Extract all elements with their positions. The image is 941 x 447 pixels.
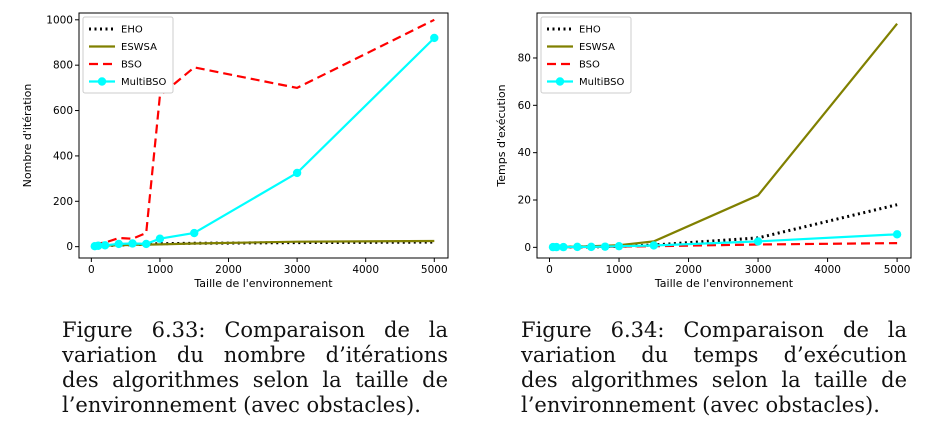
figure-6-34: 0 1000 2000 3000 4000 5000 0 20 40 60 80 Taille de …	[470, 0, 940, 447]
x-tick-label: 2000	[215, 264, 242, 276]
data-point-multibso	[142, 239, 151, 249]
y-tick-label: 20	[518, 195, 531, 207]
plot-frame	[536, 12, 912, 259]
data-point-multibso	[100, 241, 110, 250]
iterations-chart: 0 1000 2000 3000 4000 5000 0 200 400 600 800 1000 Ta…	[21, 12, 449, 290]
legend-label: EHO	[579, 25, 601, 36]
legend-label: ESWSA	[121, 42, 157, 53]
x-tick-label: 3000	[745, 264, 772, 276]
x-tick-label: 4000	[814, 264, 841, 276]
x-tick-label: 1000	[606, 264, 633, 276]
data-point-multibso	[114, 239, 123, 249]
caption-line: l’environnement (avec obstacles).	[62, 393, 421, 417]
data-point-multibso	[128, 239, 137, 248]
figure-6-33-caption: Figure 6.33: Comparaison de la variation…	[62, 318, 448, 418]
data-point-multibso	[649, 241, 658, 250]
legend-marker-multibso	[555, 77, 565, 86]
data-point-multibso	[190, 228, 199, 238]
data-point-multibso	[559, 242, 568, 252]
x-tick-label: 0	[88, 264, 95, 276]
data-point-multibso	[587, 242, 596, 252]
data-point-multibso	[292, 168, 302, 178]
data-point-multibso	[430, 33, 439, 43]
x-tick-label: 5000	[884, 264, 911, 276]
x-tick-label: 4000	[352, 264, 379, 276]
y-tick-label: 40	[518, 147, 531, 159]
y-tick-label: 800	[53, 60, 73, 72]
legend-label: MultiBSO	[579, 77, 624, 88]
caption-line: Figure 6.34: Comparaison de la	[521, 318, 907, 342]
data-point-multibso	[94, 241, 103, 250]
data-point-multibso	[552, 242, 561, 252]
execution-time-chart: 0 1000 2000 3000 4000 5000 0 20 40 60 80 Taille de …	[495, 12, 912, 290]
x-tick-label: 0	[546, 264, 553, 276]
x-tick-label: 3000	[284, 264, 311, 276]
data-point-multibso	[155, 234, 165, 243]
data-point-multibso	[600, 242, 610, 251]
legend-label: BSO	[121, 60, 142, 71]
data-point-multibso	[614, 241, 624, 251]
legend-box	[540, 16, 632, 94]
y-tick-label: 0	[524, 242, 531, 254]
figure-6-33: 0 1000 2000 3000 4000 5000 0 200 400 600 800 1000 Ta…	[0, 0, 470, 447]
caption-line: Figure 6.33: Comparaison de la	[62, 318, 448, 342]
legend-label: EHO	[121, 25, 143, 36]
x-tick-label: 2000	[675, 264, 702, 276]
plot-frame	[78, 12, 449, 259]
x-axis-label: Taille de l'environnement	[654, 277, 794, 290]
y-tick-label: 400	[53, 150, 73, 162]
y-axis-label: Nombre d'itération	[21, 84, 34, 188]
x-tick-label: 1000	[147, 264, 174, 276]
x-tick-label: 5000	[421, 264, 448, 276]
y-axis-label: Temps d'exécution	[495, 84, 508, 187]
data-point-multibso	[753, 237, 763, 246]
legend-box	[82, 16, 174, 94]
y-tick-label: 200	[53, 196, 73, 208]
x-axis-label: Taille de l'environnement	[193, 277, 333, 290]
data-point-multibso	[892, 230, 902, 239]
caption-line: variation du nombre d’itérations	[62, 343, 448, 367]
caption-line: l’environnement (avec obstacles).	[521, 393, 880, 417]
caption-line: variation du temps d’exécution	[521, 343, 907, 367]
data-point-multibso	[573, 242, 582, 252]
legend-marker-multibso	[97, 77, 107, 86]
y-tick-label: 600	[53, 105, 73, 117]
figure-6-34-caption: Figure 6.34: Comparaison de la variation…	[521, 318, 907, 418]
caption-line: des algorithmes selon la taille de	[62, 368, 448, 392]
legend-label: MultiBSO	[121, 77, 166, 88]
y-tick-label: 1000	[46, 14, 73, 26]
legend-label: ESWSA	[579, 42, 615, 53]
y-tick-label: 0	[66, 241, 73, 253]
caption-line: des algorithmes selon la taille de	[521, 368, 907, 392]
y-tick-label: 80	[518, 52, 531, 64]
y-tick-label: 60	[518, 100, 531, 112]
legend-label: BSO	[579, 60, 600, 71]
